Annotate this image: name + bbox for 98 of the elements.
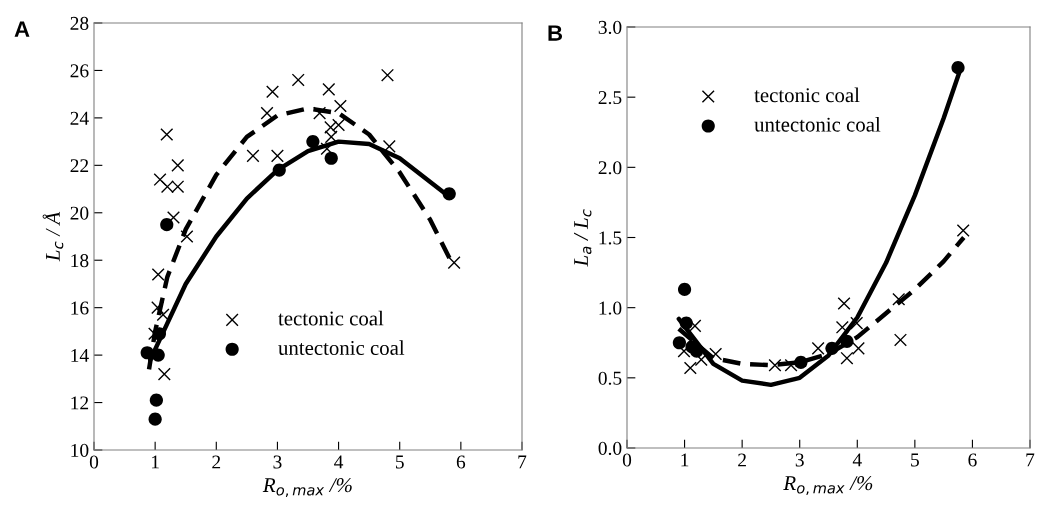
x-tick-label: 4 [852,453,862,467]
point [709,347,723,361]
point [322,82,336,96]
x-tick-label: 3 [273,455,282,469]
y-tick-label: 2.5 [598,91,622,105]
x-tick-label: 0 [89,455,99,469]
x-tick-label: 1 [151,455,159,469]
point [851,341,865,355]
x-tick-label: 0 [622,453,632,467]
point [956,223,970,237]
text: B [548,25,563,41]
point [951,61,965,75]
point [835,320,849,334]
point [157,367,171,381]
x-tick-label: 6 [456,455,466,469]
x-tick-label: 7 [1026,453,1035,467]
x-tick-label: 4 [334,455,344,469]
point [266,85,280,99]
y-tick-label: 14 [71,349,89,362]
point [672,336,686,350]
y-axis-title: L$_{c}$ / Å [42,211,64,262]
point [784,358,798,372]
point [840,351,854,365]
point [837,296,851,310]
point [151,301,165,315]
point [442,187,456,201]
point [333,99,347,113]
x-tick-label: 6 [968,453,977,467]
point [332,118,346,132]
y-tick-label: 3.0 [598,20,622,35]
point [149,393,163,407]
y-axis-title: L$_{a}$ / L$_{c}$ [574,209,592,267]
y-tick-label: 22 [70,159,89,173]
point [694,353,708,367]
point [156,308,170,322]
point [260,106,274,120]
x-tick-label: 7 [518,455,527,469]
y-tick-label: 1.5 [599,231,622,245]
y-tick-label: 0.5 [598,371,622,385]
point [825,341,839,355]
point [148,412,162,426]
x-axis-title: R$_{o,max}$ /% [262,478,352,498]
y-tick-label: 26 [70,64,89,78]
y-tick-label: 16 [71,301,89,315]
point [246,149,260,163]
point [153,173,167,187]
point [794,355,808,369]
point [811,341,825,355]
y-tick-label: 10 [71,443,89,457]
y-tick-label: 20 [70,206,89,220]
point [166,211,180,225]
point [324,151,338,165]
point [151,348,165,362]
point [688,319,702,333]
y-tick-label: 1.0 [599,301,622,315]
point [180,229,194,244]
y-tick-label: 2.0 [598,161,622,175]
x-tick-label: 5 [911,453,919,467]
point [140,346,154,360]
point [324,120,338,134]
point [151,267,165,281]
point [679,316,693,330]
legend-label: untectonic coal [278,340,405,355]
y-tick-label: 24 [70,111,89,125]
point [380,68,394,82]
point [306,135,320,149]
point [683,361,697,375]
point [850,316,864,330]
x-tick-label: 1 [681,453,689,467]
point [447,256,461,270]
point [291,73,305,87]
legend-label: tectonic coal [754,87,860,103]
y-tick-label: 28 [70,16,89,30]
y-tick-label: 0.0 [598,441,622,456]
y-tick-label: 18 [71,254,89,268]
point [272,163,286,177]
point [892,292,906,306]
x-tick-label: 5 [395,455,404,469]
point [148,327,162,341]
point [677,282,692,297]
point [840,334,854,348]
legend-label: untectonic coal [754,116,881,132]
legend-label: tectonic coal [278,310,384,326]
point [160,218,174,232]
x-tick-label: 3 [795,453,804,467]
point [382,139,396,153]
x-axis-title: R$_{o,max}$ /% [783,476,873,496]
y-tick-label: 12 [71,396,89,410]
point [768,358,782,372]
point [270,149,284,163]
text: A [14,21,30,37]
point [160,127,174,141]
point [313,106,327,120]
point [171,158,185,172]
point [893,333,907,347]
x-tick-label: 2 [212,455,221,469]
x-tick-label: 2 [738,453,746,467]
point [324,130,338,144]
